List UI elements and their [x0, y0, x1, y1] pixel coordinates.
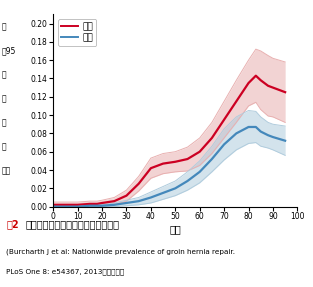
Legend: 女性, 男性: 女性, 男性	[58, 19, 96, 46]
Text: 年齢，性別による大腕ヘルニア手術: 年齢，性別による大腕ヘルニア手術	[25, 220, 119, 230]
Text: ％: ％	[2, 22, 6, 31]
Text: ％: ％	[2, 70, 6, 79]
Text: 間）: 間）	[2, 166, 11, 175]
Text: PLoS One 8: e54367, 2013より引用）: PLoS One 8: e54367, 2013より引用）	[6, 268, 125, 275]
X-axis label: 年齢: 年齢	[169, 224, 181, 234]
Text: 図2: 図2	[6, 220, 19, 230]
Text: 頼: 頼	[2, 118, 6, 127]
Text: 区: 区	[2, 142, 6, 151]
Text: 信: 信	[2, 94, 6, 103]
Text: （95: （95	[2, 46, 16, 55]
Text: (Burcharth J et al: Nationwide prevalence of groin hernia repair.: (Burcharth J et al: Nationwide prevalenc…	[6, 248, 235, 255]
